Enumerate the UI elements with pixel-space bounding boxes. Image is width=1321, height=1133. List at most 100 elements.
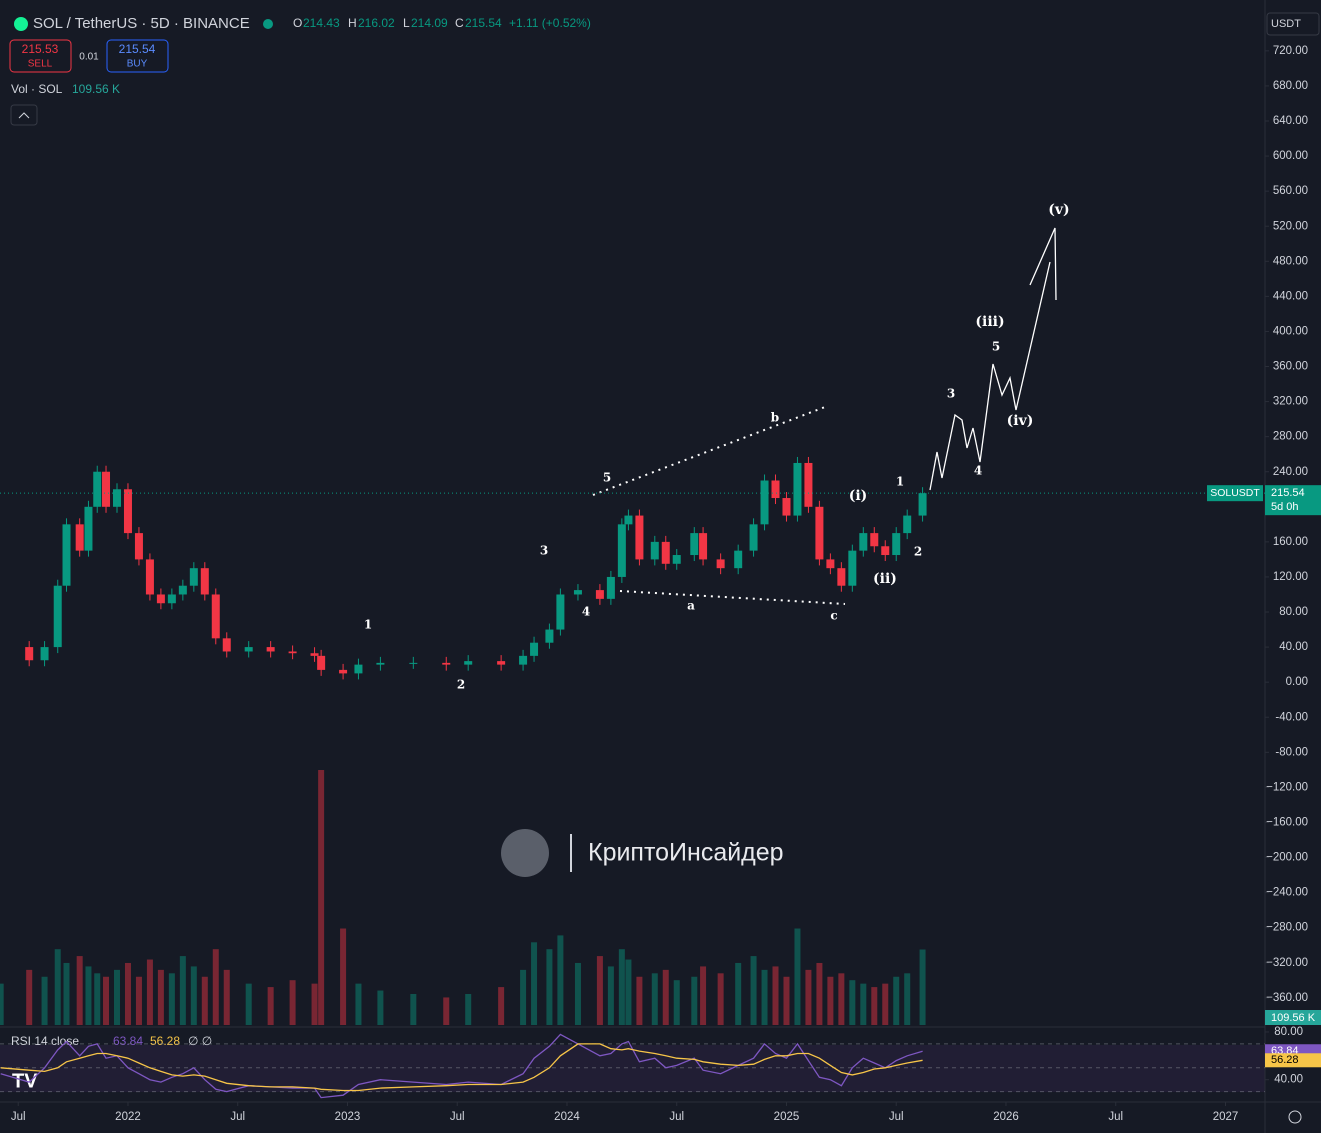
candle-body: [211, 594, 220, 639]
candle-body: [354, 664, 363, 674]
volume-bar: [893, 976, 900, 1025]
y-tick-label: 320.00: [1273, 396, 1308, 408]
wave-label: 2: [457, 678, 465, 692]
wave-label: 1: [896, 475, 904, 489]
y-tick-label: 720.00: [1273, 45, 1308, 57]
currency: USDT: [1271, 18, 1301, 30]
volume-bar: [596, 956, 603, 1025]
x-tick-label: 2026: [993, 1111, 1019, 1123]
countdown: 5d 0h: [1271, 501, 1299, 513]
wave-label: 3: [947, 387, 955, 401]
volume-bar: [179, 956, 186, 1025]
candle-body: [376, 662, 385, 665]
y-tick-label: 480.00: [1273, 255, 1308, 267]
symbol-tag: [1207, 485, 1263, 502]
y-tick-label: 360.00: [1273, 361, 1308, 373]
buy-button[interactable]: [106, 39, 169, 73]
y-tick-label: -80.00: [1275, 746, 1308, 758]
candle-body: [53, 585, 62, 648]
candle-body: [464, 661, 473, 665]
volume-tag: [1265, 1010, 1321, 1025]
y-tick-label: 160.00: [1273, 536, 1308, 548]
candle-body: [650, 541, 659, 560]
watermark: КриптоИнсайдер: [588, 839, 784, 867]
volume-bar: [717, 973, 724, 1025]
volume-bar: [318, 770, 325, 1025]
volume-bar: [700, 966, 707, 1025]
candle-body: [699, 533, 708, 560]
y-tick-label: 560.00: [1273, 185, 1308, 197]
rsi-ma-value: 56.28: [150, 1034, 180, 1048]
volume-bar: [871, 987, 878, 1025]
rsi-name: RSI 14 close: [11, 1034, 79, 1048]
x-tick-label: 2023: [335, 1111, 361, 1123]
spread: 0.01: [79, 52, 99, 63]
collapse-button[interactable]: [10, 104, 38, 126]
sell-price: 215.53: [22, 42, 59, 56]
candle-body: [635, 515, 644, 560]
volume-bar: [54, 949, 61, 1025]
currency-select[interactable]: [1266, 12, 1320, 36]
candle-body: [409, 662, 418, 664]
price-tag-text: 215.54: [1271, 487, 1305, 499]
candle-body: [837, 568, 846, 586]
candle-body: [734, 550, 743, 569]
volume-bar: [625, 959, 632, 1025]
y-tick-label: 40.00: [1279, 641, 1308, 653]
candle-body: [317, 655, 326, 670]
candle-body: [793, 462, 802, 516]
candle-body: [815, 506, 824, 560]
wave-label: (ii): [873, 571, 897, 587]
symbol-icon: [14, 17, 28, 31]
wave-label: 4: [974, 464, 982, 478]
candle-body: [123, 489, 132, 534]
candle-body: [595, 590, 604, 599]
volume-bar: [311, 983, 318, 1025]
change: +1.11 (+0.52%): [509, 16, 591, 30]
volume-bar: [772, 966, 779, 1025]
volume-bar: [135, 976, 142, 1025]
y-tick-label: 80.00: [1279, 606, 1308, 618]
volume-bar: [574, 962, 581, 1025]
settings-icon[interactable]: [1288, 1110, 1302, 1124]
l-label: L: [403, 16, 410, 30]
candle-body: [556, 594, 565, 630]
volume-bar: [94, 973, 101, 1025]
y-tick-label: 680.00: [1273, 80, 1308, 92]
symbol-tag-text: SOLUSDT: [1210, 487, 1260, 499]
candle-body: [826, 559, 835, 569]
collapse-icon: [18, 112, 30, 119]
wave-label: (iv): [1007, 413, 1034, 429]
volume-bar: [860, 983, 867, 1025]
volume-bar: [546, 949, 553, 1025]
volume-bar: [651, 973, 658, 1025]
candle-body: [189, 568, 198, 586]
volume-bar: [816, 962, 823, 1025]
y-tick-label: 600.00: [1273, 150, 1308, 162]
volume-bar: [498, 987, 505, 1025]
volume-bar: [673, 980, 680, 1025]
volume-bar: [168, 973, 175, 1025]
candle-body: [716, 559, 725, 569]
volume-bar: [245, 983, 252, 1025]
sell-button[interactable]: [9, 39, 72, 73]
volume-bar: [124, 962, 131, 1025]
wave-label: (iii): [975, 314, 1004, 330]
candle-body: [530, 642, 539, 656]
candle-body: [102, 471, 111, 507]
rsi-value: 63.84: [113, 1034, 143, 1048]
candle-body: [672, 555, 681, 564]
volume-bar: [212, 949, 219, 1025]
candle-body: [782, 498, 791, 516]
rsi-tick-label: 40.00: [1274, 1074, 1303, 1086]
rsi-extra: ∅ ∅: [188, 1034, 212, 1048]
wave-label: c: [830, 609, 837, 623]
volume-bar: [289, 980, 296, 1025]
candle-body: [145, 559, 154, 595]
candle-body: [84, 506, 93, 551]
wave-label: 5: [603, 471, 611, 485]
c-value: 215.54: [465, 16, 502, 30]
y-tick-label: 120.00: [1273, 571, 1308, 583]
symbol: SOL / TetherUS · 5D · BINANCE: [33, 15, 250, 32]
